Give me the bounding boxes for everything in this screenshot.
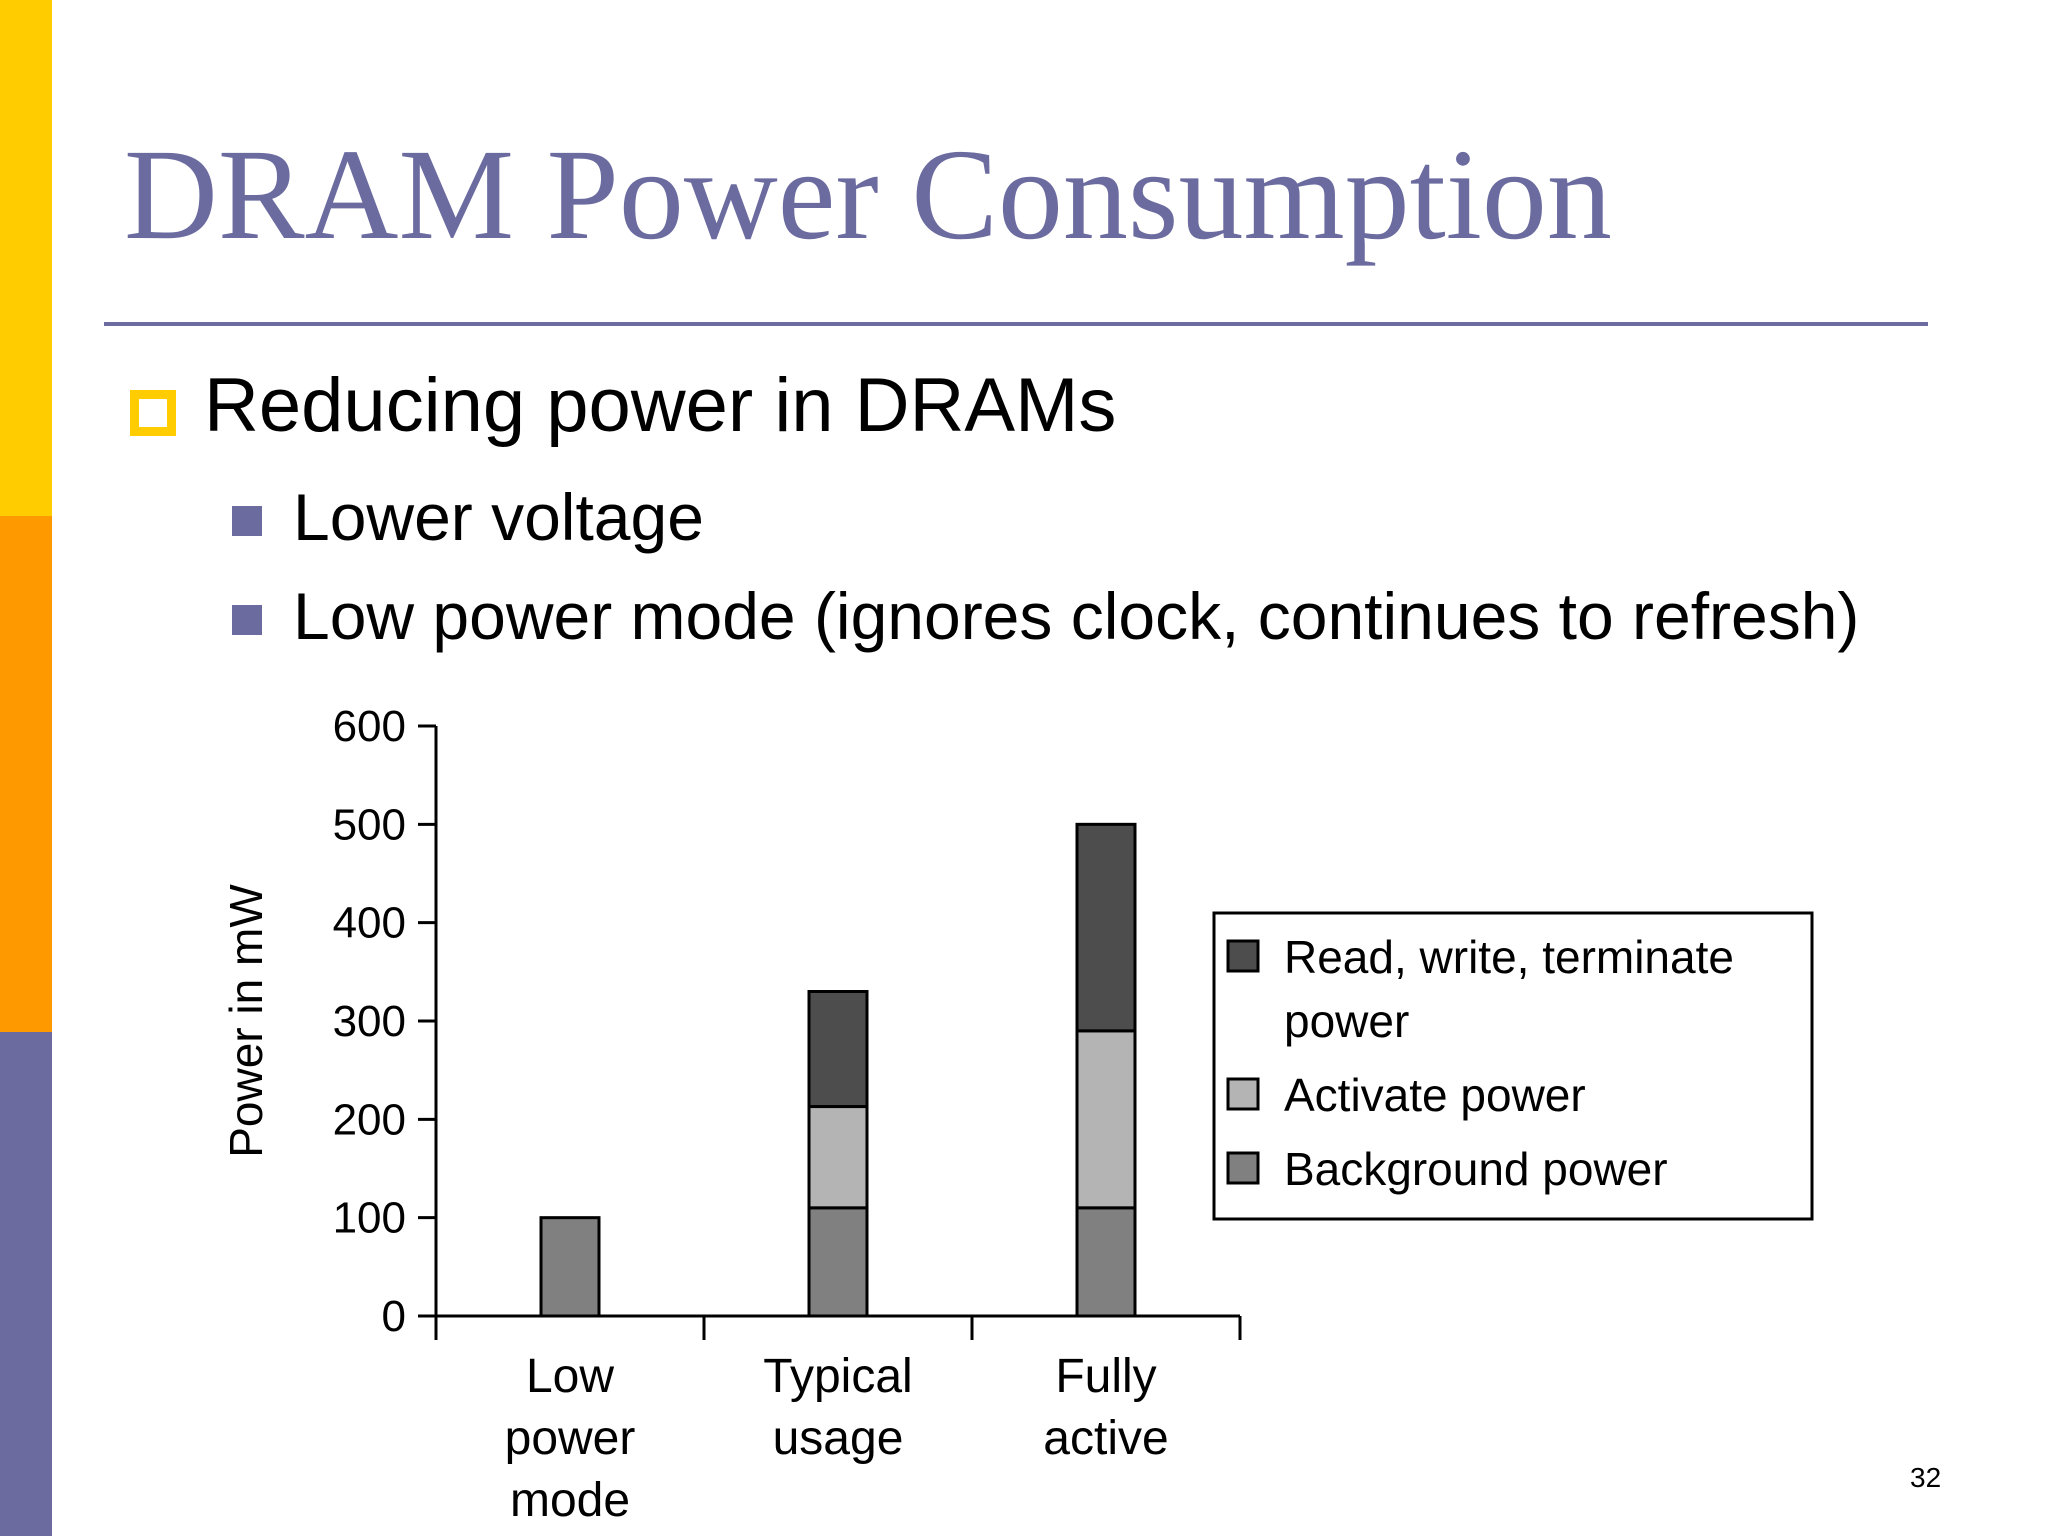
page-number: 32 [1910, 1462, 1942, 1493]
y-tick-label: 600 [333, 702, 406, 751]
y-axis-title: Power in mW [220, 884, 272, 1158]
x-category-label: usage [773, 1412, 904, 1465]
side-bar-yellow [0, 0, 52, 516]
x-category-label: mode [510, 1474, 630, 1527]
y-tick-label: 400 [333, 899, 406, 948]
y-tick-label: 0 [382, 1292, 406, 1341]
legend-box [1212, 911, 1814, 1221]
bullet-text: Reducing power in DRAMs [204, 363, 1117, 448]
x-category-label: power [505, 1412, 636, 1465]
side-bar-orange [0, 516, 52, 1032]
slide-title: DRAM Power Consumption [124, 123, 1612, 267]
y-tick-label: 300 [333, 997, 406, 1046]
bar-segment [1075, 1029, 1137, 1210]
x-category-label: active [1043, 1412, 1168, 1465]
legend-swatch [1226, 1077, 1260, 1111]
legend-swatch [1226, 939, 1260, 973]
x-category-label: Low [526, 1350, 614, 1403]
x-category-label: Fully [1055, 1350, 1156, 1403]
legend-label: Activate power [1284, 1069, 1586, 1121]
bar-segment [1075, 822, 1137, 1033]
bar-segment [539, 1216, 601, 1318]
title-divider [104, 322, 1928, 326]
y-tick-label: 100 [333, 1194, 406, 1243]
legend-label: Read, write, terminate [1284, 931, 1734, 983]
bar-segment [807, 1105, 869, 1210]
legend-label: power [1284, 995, 1409, 1047]
y-tick-label: 500 [333, 800, 406, 849]
legend-label: Background power [1284, 1143, 1668, 1195]
legend-swatch [1226, 1151, 1260, 1185]
x-category-label: Typical [763, 1350, 912, 1403]
bar-segment [807, 990, 869, 1109]
y-tick-label: 200 [333, 1095, 406, 1144]
sub-bullet-text: Lower voltage [293, 480, 704, 554]
square-bullet-icon [232, 506, 262, 536]
side-bar-purple [0, 1032, 52, 1536]
sub-bullet-text: Low power mode (ignores clock, continues… [293, 579, 1860, 653]
hollow-square-bullet-icon [130, 390, 176, 436]
bar-segment [807, 1206, 869, 1318]
square-bullet-icon [232, 605, 262, 635]
bar-segment [1075, 1206, 1137, 1318]
